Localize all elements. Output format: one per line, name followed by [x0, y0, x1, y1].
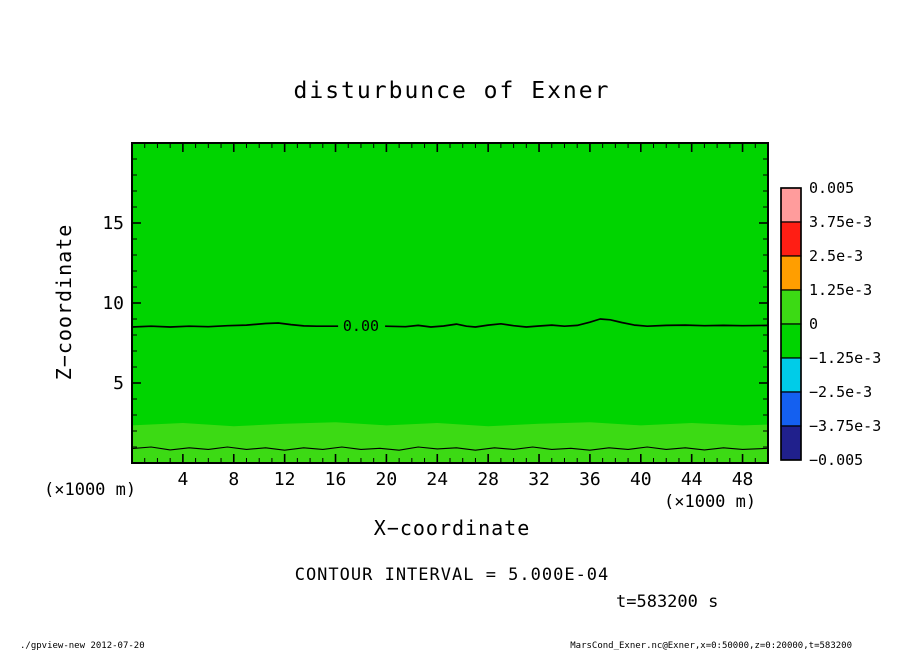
x-tick-label: 44: [681, 469, 703, 490]
colorbar-frame: [780, 187, 802, 461]
z-axis-label: Z−coordinate: [52, 223, 76, 381]
x-tick-label: 24: [426, 469, 448, 490]
colorbar-label: −1.25e-3: [809, 349, 881, 367]
colorbar-label: −3.75e-3: [809, 417, 881, 435]
colorbar-label: 0.005: [809, 179, 854, 197]
x-axis-label: X−coordinate: [373, 516, 531, 540]
x-tick-label: 48: [732, 469, 754, 490]
footer-source-text: MarsCond_Exner.nc@Exner,x=0:50000,z=0:20…: [570, 641, 852, 651]
contour-line: [131, 322, 339, 328]
colorbar-cell: [780, 187, 802, 223]
colorbar-cell: [780, 391, 802, 427]
x-tick-label: 4: [177, 469, 188, 490]
colorbar-cell: [780, 323, 802, 359]
z-tick-label: 10: [102, 293, 124, 314]
colorbar-label: 0: [809, 315, 818, 333]
contour-value-label: 0.00: [343, 317, 379, 335]
footer-command-text: ./gpview-new 2012-07-20: [20, 641, 145, 651]
colorbar-cell: [780, 357, 802, 393]
colorbar-label: 2.5e-3: [809, 247, 863, 265]
x-tick-label: 28: [477, 469, 499, 490]
plot-title: disturbunce of Exner: [293, 78, 611, 104]
x-tick-label: 32: [528, 469, 550, 490]
colorbar-label: −0.005: [809, 451, 863, 469]
field-fill: [132, 143, 768, 463]
colorbar-label: 3.75e-3: [809, 213, 872, 231]
x-tick-label: 36: [579, 469, 601, 490]
time-stamp: t=583200 s: [616, 592, 719, 612]
colorbar-label: −2.5e-3: [809, 383, 872, 401]
x-axis-unit-label: (×1000 m): [664, 492, 757, 512]
z-tick-label: 15: [102, 213, 124, 234]
colorbar-label: 1.25e-3: [809, 281, 872, 299]
colorbar-cell: [780, 425, 802, 461]
z-tick-label: 5: [113, 373, 124, 394]
x-tick-label: 8: [228, 469, 239, 490]
colorbar-cell: [780, 255, 802, 291]
z-axis-unit-label: (×1000 m): [44, 480, 137, 500]
x-tick-label: 12: [274, 469, 296, 490]
x-tick-label: 16: [325, 469, 347, 490]
x-tick-label: 40: [630, 469, 652, 490]
x-tick-label: 20: [376, 469, 398, 490]
surface-band: [132, 422, 768, 463]
contour-line: [385, 318, 769, 328]
colorbar-cell: [780, 289, 802, 325]
colorbar-cell: [780, 221, 802, 257]
contour-line: [131, 446, 769, 451]
contour-interval-note: CONTOUR INTERVAL = 5.000E-04: [294, 565, 610, 585]
